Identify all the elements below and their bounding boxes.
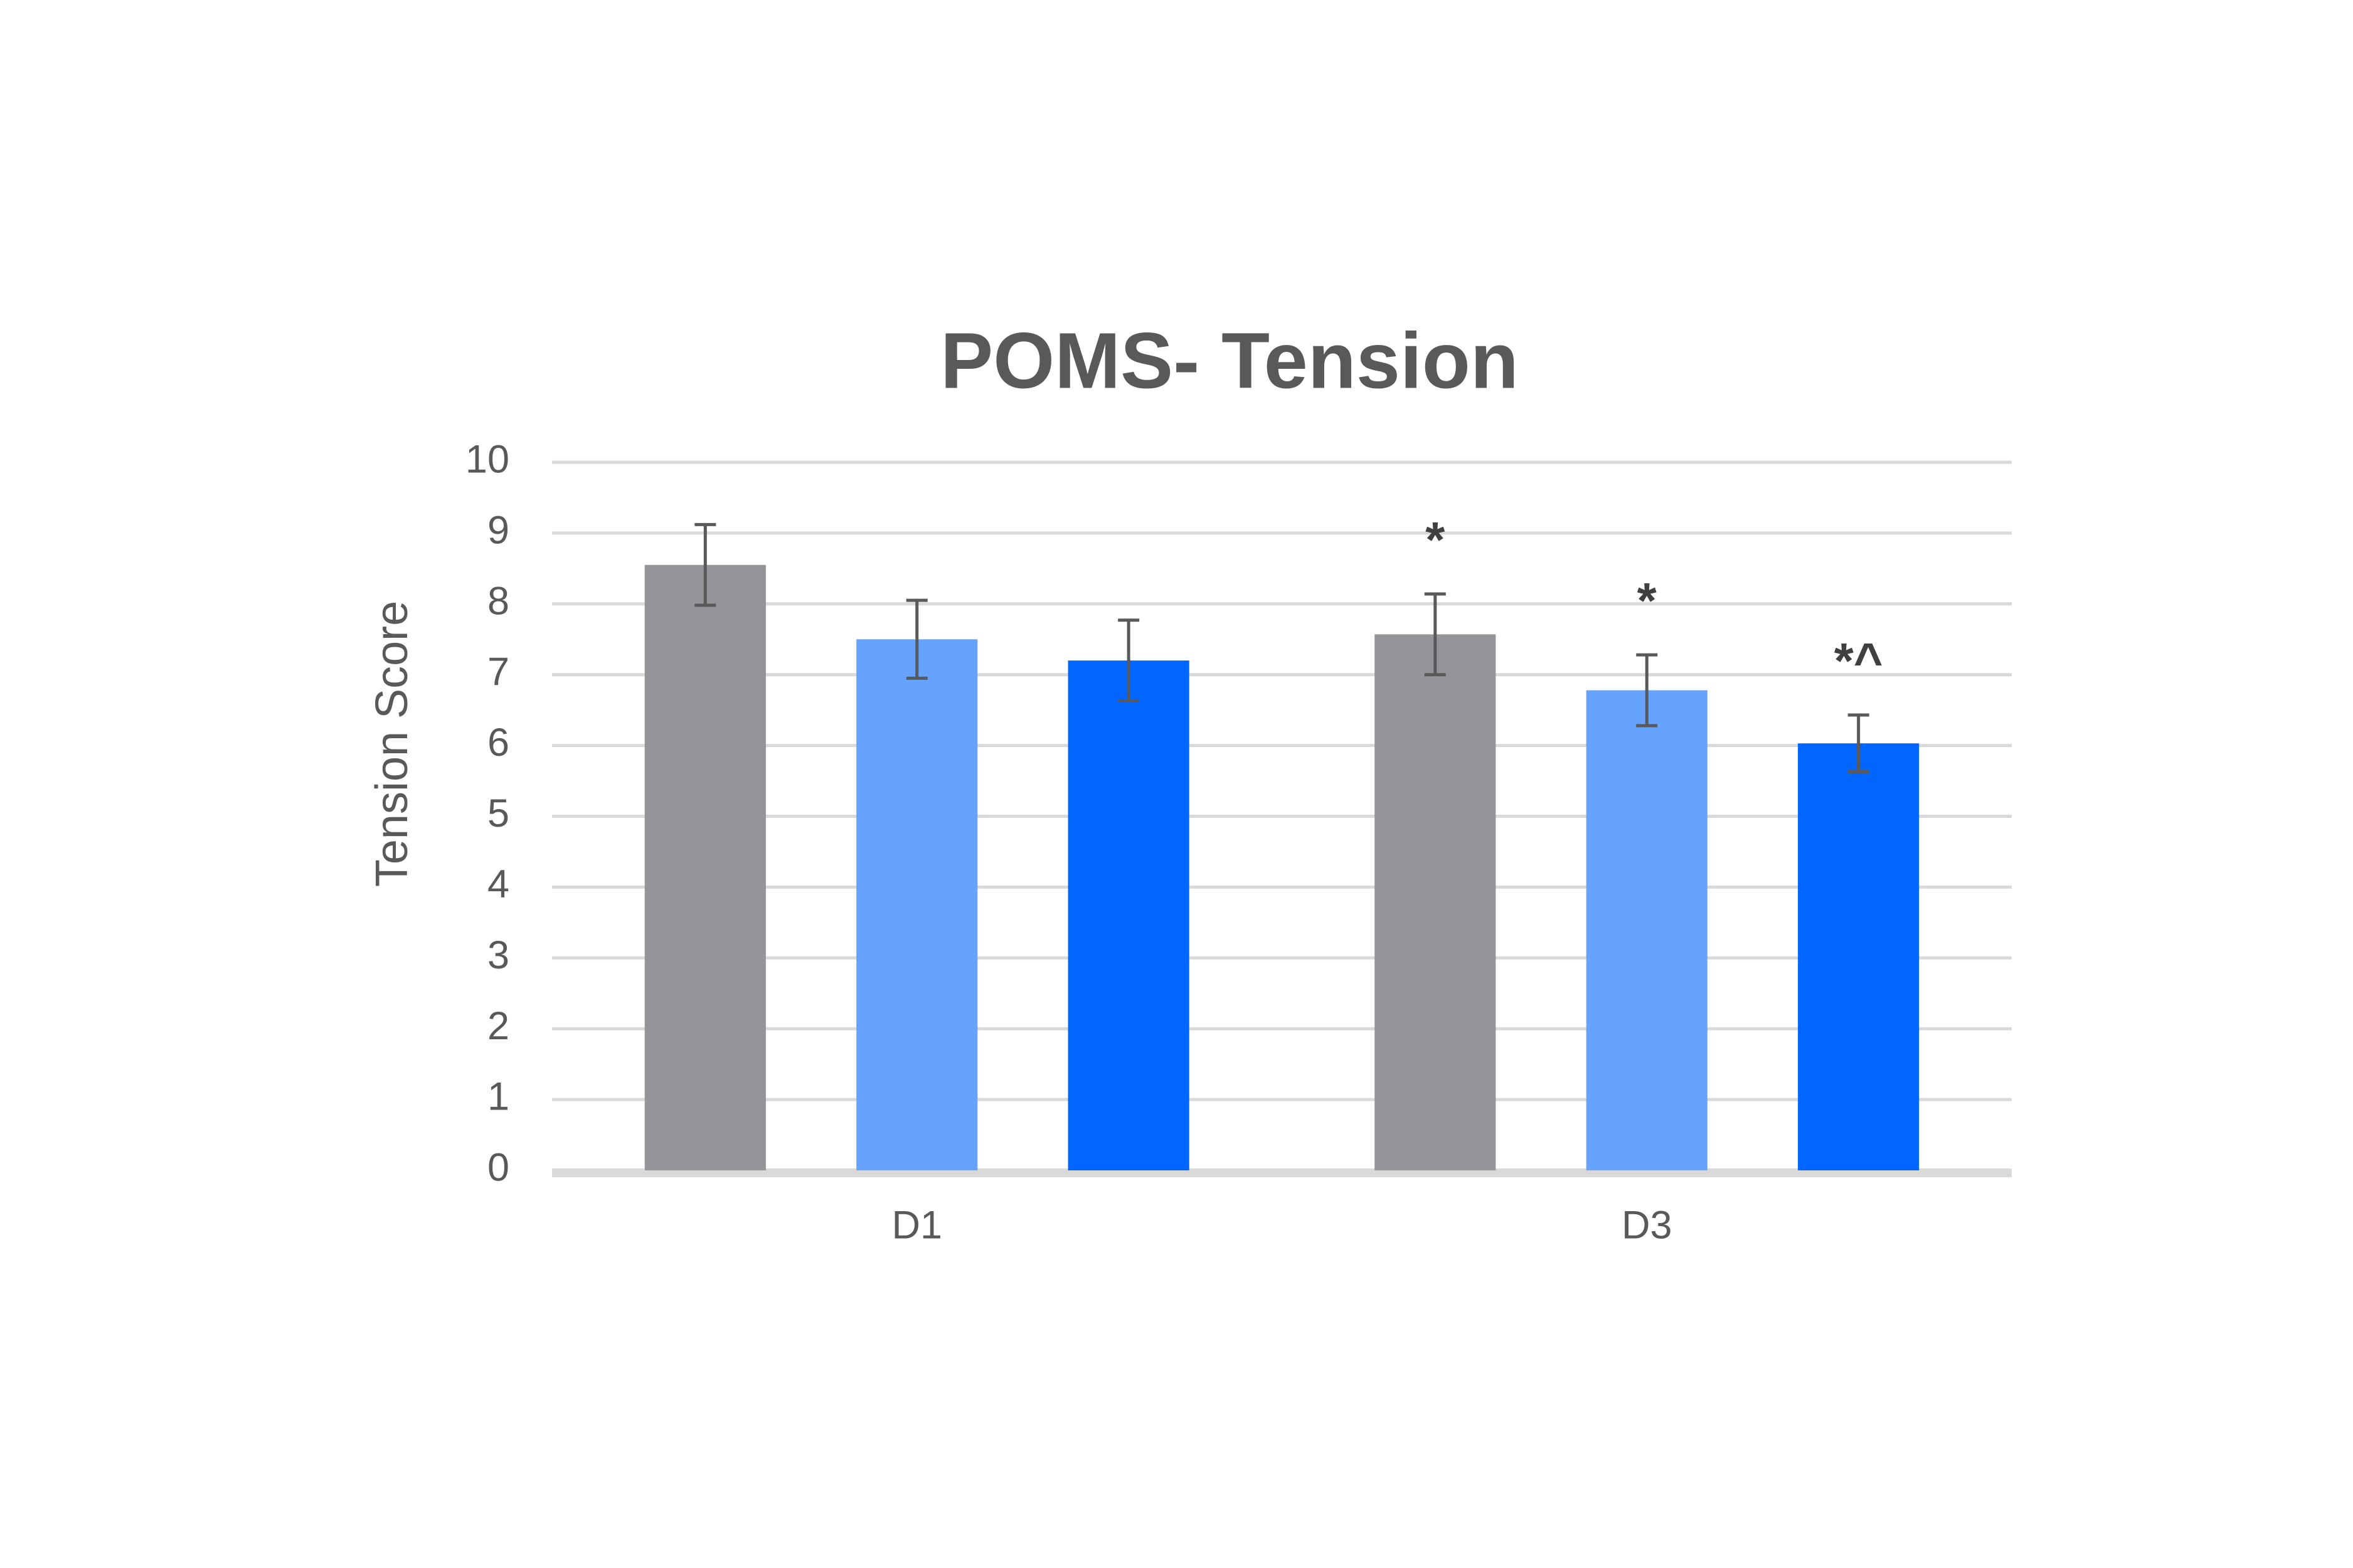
error-bar [1118,618,1140,702]
x-tick-label: D3 [1622,1204,1672,1248]
y-tick-label: 6 [487,721,509,765]
bar [1586,690,1708,1170]
y-tick-label: 8 [487,579,509,623]
bar [856,639,978,1170]
y-tick-label: 0 [487,1146,509,1190]
y-tick-label: 9 [487,509,509,553]
error-bar [1424,592,1446,677]
y-tick-label: 2 [487,1004,509,1048]
y-tick-label: 1 [487,1075,509,1119]
bar [644,564,766,1170]
error-bar [694,522,716,607]
bar [1374,634,1496,1170]
annotation: *^ [1834,633,1883,689]
error-bar [906,598,928,680]
error-bar [1847,713,1869,773]
bar [1068,660,1189,1170]
y-axis-label: Tension Score [367,601,417,887]
y-tick-label: 10 [465,438,509,482]
annotation: * [1637,573,1657,628]
y-tick-label: 4 [487,862,509,906]
y-tick-label: 5 [487,792,509,835]
chart-title: POMS- Tension [940,316,1519,405]
y-tick-label: 7 [487,650,509,694]
y-tick-label: 3 [487,933,509,977]
annotation: * [1425,512,1445,568]
error-bar [1636,653,1658,728]
x-tick-label: D1 [891,1204,942,1248]
bar [1798,743,1920,1170]
